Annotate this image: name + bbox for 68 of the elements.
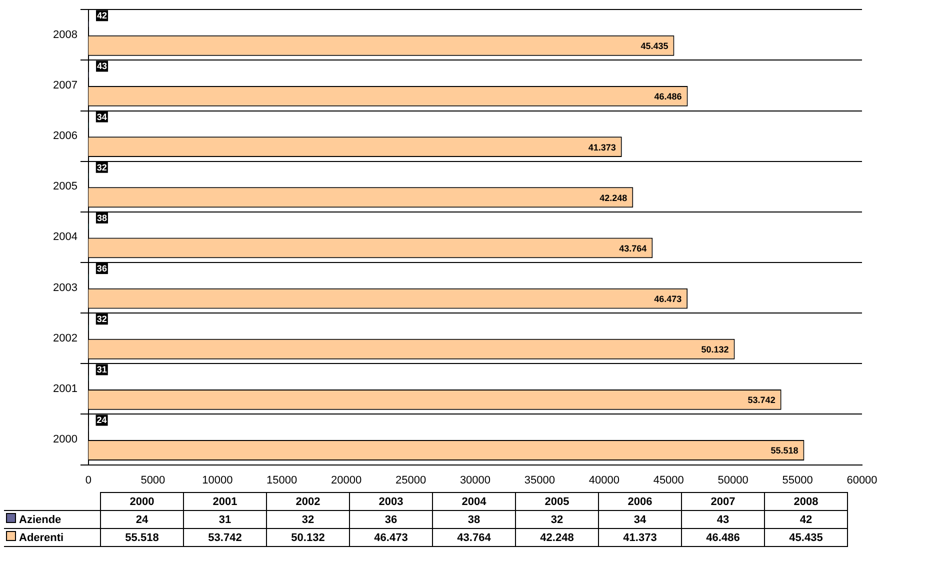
x-tick-label: 25000: [395, 474, 426, 486]
data-label: 36: [96, 264, 107, 274]
x-tick-label: 45000: [653, 474, 684, 486]
text: 34: [634, 514, 646, 526]
category-label: 2004: [462, 496, 486, 508]
text: 38: [468, 514, 480, 526]
category-label: 2002: [296, 496, 320, 508]
y-tick-label: 2003: [52, 282, 78, 294]
y-tick-label: 2002: [52, 332, 78, 344]
text: 55.518: [125, 532, 159, 544]
category-label: 2005: [544, 496, 570, 508]
data-label: 53.742: [748, 395, 776, 406]
data-label: 41.373: [588, 142, 616, 152]
x-tick-label: 40000: [588, 474, 620, 486]
category-label: 2001: [212, 496, 238, 508]
x-tick-label: 0: [85, 474, 92, 486]
data-label: 32: [96, 162, 107, 172]
x-tick-label: 20000: [331, 474, 362, 486]
text: 46.473: [374, 532, 408, 544]
data-label: 50.132: [701, 344, 729, 355]
data-label: 42: [97, 10, 108, 21]
y-tick-label: 2008: [52, 28, 78, 41]
data-label: 43.764: [619, 243, 647, 254]
text: 50.132: [291, 532, 325, 544]
x-tick-label: 15000: [266, 474, 298, 486]
x-tick-label: 35000: [524, 474, 555, 486]
text: 24: [136, 514, 148, 526]
data-label: 46.473: [654, 294, 682, 304]
text: 42.248: [540, 532, 574, 544]
y-tick-label: 2001: [52, 382, 78, 395]
data-label: 34: [96, 112, 107, 122]
data-label: 31: [96, 364, 107, 375]
category-label: 2008: [794, 496, 818, 508]
data-label: 43: [97, 61, 108, 72]
data-label: 55.518: [770, 446, 798, 456]
y-tick-label: 2004: [52, 231, 78, 244]
text: 32: [550, 514, 564, 526]
x-tick-label: 50000: [718, 474, 748, 486]
text: 53.742: [208, 532, 242, 544]
text: 31: [218, 514, 232, 526]
data-label: 38: [96, 212, 107, 223]
text: 32: [302, 514, 314, 526]
data-label: 46.486: [654, 92, 682, 102]
y-tick-label: 2007: [52, 80, 78, 92]
x-tick-label: 10000: [202, 474, 233, 486]
data-label: 42.248: [600, 192, 628, 203]
category-label: 2007: [710, 496, 736, 508]
x-tick-label: 5000: [140, 474, 166, 486]
text: 46.486: [706, 532, 740, 544]
x-tick-label: 30000: [460, 474, 491, 486]
x-tick-label: 55000: [782, 474, 813, 486]
text: 41.373: [623, 532, 657, 544]
data-label: 32: [96, 314, 107, 324]
category-label: 2003: [378, 496, 404, 508]
text: 36: [384, 514, 398, 526]
legend-label: Aziende: [4, 510, 100, 528]
text: 42: [800, 514, 812, 526]
category-label: 2000: [130, 496, 154, 508]
text: 43: [716, 514, 730, 526]
category-label: 2006: [628, 496, 652, 508]
text: 45.435: [789, 532, 823, 544]
y-tick-label: 2005: [52, 180, 78, 193]
data-label: 45.435: [640, 41, 668, 52]
x-tick-label: 60000: [846, 474, 878, 486]
y-tick-label: 2000: [52, 434, 78, 446]
text: 43.764: [457, 532, 491, 544]
y-tick-label: 2006: [52, 130, 78, 142]
data-label: 24: [96, 415, 107, 426]
